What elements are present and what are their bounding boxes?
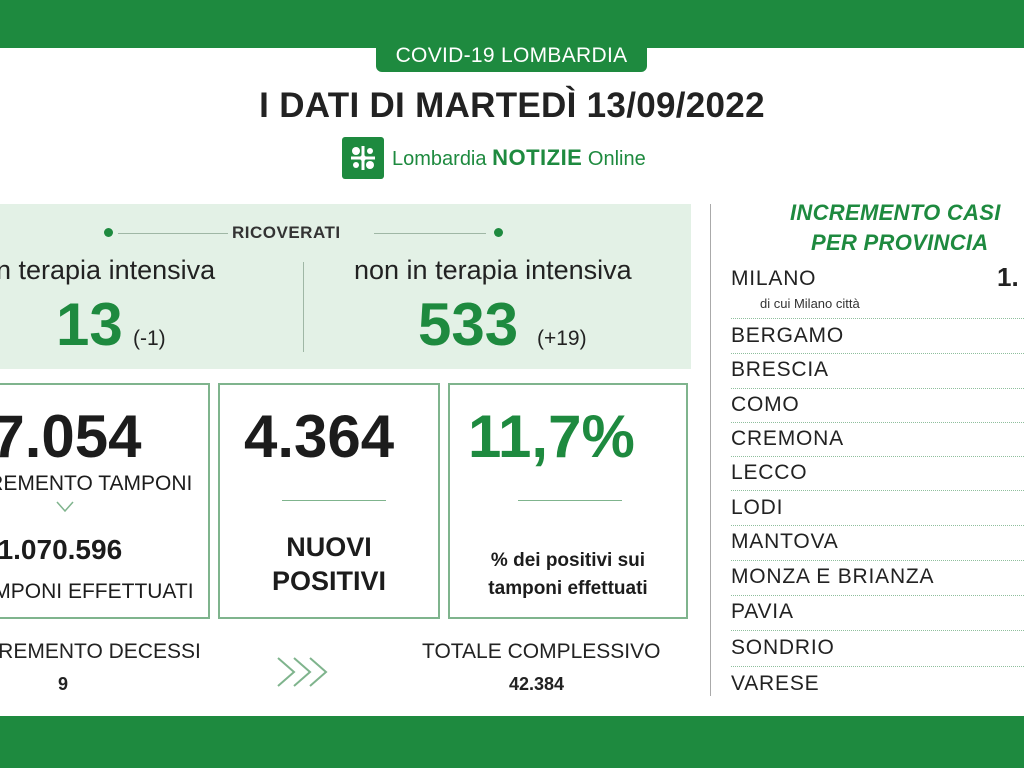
province-varese: VARESE [731, 672, 820, 695]
province-separator [731, 353, 1024, 354]
lombardia-rose-logo-icon [342, 137, 384, 179]
brand-suffix: Online [587, 148, 646, 170]
percentuale-value: 11,7% [468, 403, 635, 470]
totale-complessivo-label: TOTALE COMPLESSIVO [422, 640, 661, 663]
non-intensiva-label: non in terapia intensiva [354, 255, 632, 285]
province-separator [731, 666, 1024, 667]
nuovi-positivi-label-1: NUOVI [286, 532, 372, 562]
chevron-down-icon [56, 500, 74, 518]
province-milano: MILANO [731, 267, 817, 290]
province-bergamo: BERGAMO [731, 324, 844, 347]
province-separator [731, 630, 1024, 631]
province-milano-value: 1. [997, 262, 1019, 292]
brand: Lombardia NOTIZIE Online [342, 137, 646, 179]
non-intensiva-value: 533 [418, 291, 519, 358]
province-title-2: PER PROVINCIA [811, 230, 989, 255]
intensiva-value: 13 [56, 291, 123, 358]
ricoverati-label: RICOVERATI [232, 223, 341, 242]
percentuale-label-1: % dei positivi sui [490, 550, 646, 571]
incremento-tamponi-value: 27.054 [0, 403, 142, 470]
ricoverati-line-left [118, 233, 228, 234]
province-como: COMO [731, 393, 800, 416]
province-milano-sub: di cui Milano città [760, 296, 860, 311]
ricoverati-panel [0, 204, 691, 369]
province-separator [731, 456, 1024, 457]
nuovi-positivi-value: 4.364 [244, 403, 395, 470]
ricoverati-dot-right [494, 228, 503, 237]
page-title: I DATI DI MARTEDÌ 13/09/2022 [259, 86, 765, 125]
bottom-band [0, 716, 1024, 768]
province-mantova: MANTOVA [731, 530, 839, 553]
non-intensiva-delta: (+19) [537, 327, 587, 350]
province-lecco: LECCO [731, 461, 808, 484]
incremento-tamponi-label: INCREMENTO TAMPONI [0, 472, 193, 495]
province-cremona: CREMONA [731, 427, 844, 450]
province-separator [731, 560, 1024, 561]
brand-name: Lombardia [392, 148, 487, 170]
totale-complessivo-value: 42.384 [509, 674, 565, 694]
province-sondrio: SONDRIO [731, 636, 835, 659]
covid-tag: COVID-19 LOMBARDIA [376, 40, 647, 72]
brand-bold: NOTIZIE [492, 145, 583, 170]
province-separator [731, 318, 1024, 319]
province-brescia: BRESCIA [731, 358, 829, 381]
province-pavia: PAVIA [731, 600, 794, 623]
percentuale-box [448, 383, 688, 619]
brand-text: Lombardia NOTIZIE Online [392, 145, 646, 171]
province-separator [731, 422, 1024, 423]
nuovi-positivi-box [218, 383, 440, 619]
tamponi-totale-label: TAMPONI EFFETTUATI [0, 580, 194, 603]
decessi-label: INCREMENTO DECESSI [0, 640, 201, 663]
triple-chevron-right-icon [274, 654, 336, 695]
nuovi-positivi-label-2: POSITIVI [271, 566, 387, 596]
province-lodi: LODI [731, 496, 784, 519]
percentuale-rule [518, 500, 622, 501]
ricoverati-line-right [374, 233, 486, 234]
nuovi-positivi-rule [282, 500, 386, 501]
ricoverati-divider [303, 262, 304, 352]
percentuale-label-2: tamponi effettuati [488, 578, 648, 599]
province-separator [731, 525, 1024, 526]
decessi-value: 9 [58, 674, 69, 694]
ricoverati-dot-left [104, 228, 113, 237]
province-title-1: INCREMENTO CASI [790, 200, 1001, 225]
tamponi-totale-value: 41.070.596 [0, 534, 123, 565]
province-separator [731, 388, 1024, 389]
province-separator [731, 490, 1024, 491]
province-separator [731, 595, 1024, 596]
tamponi-box [0, 383, 210, 619]
intensiva-label: in terapia intensiva [0, 255, 216, 285]
right-divider [710, 204, 711, 696]
intensiva-delta: (-1) [133, 327, 166, 350]
province-monza-brianza: MONZA E BRIANZA [731, 565, 935, 588]
